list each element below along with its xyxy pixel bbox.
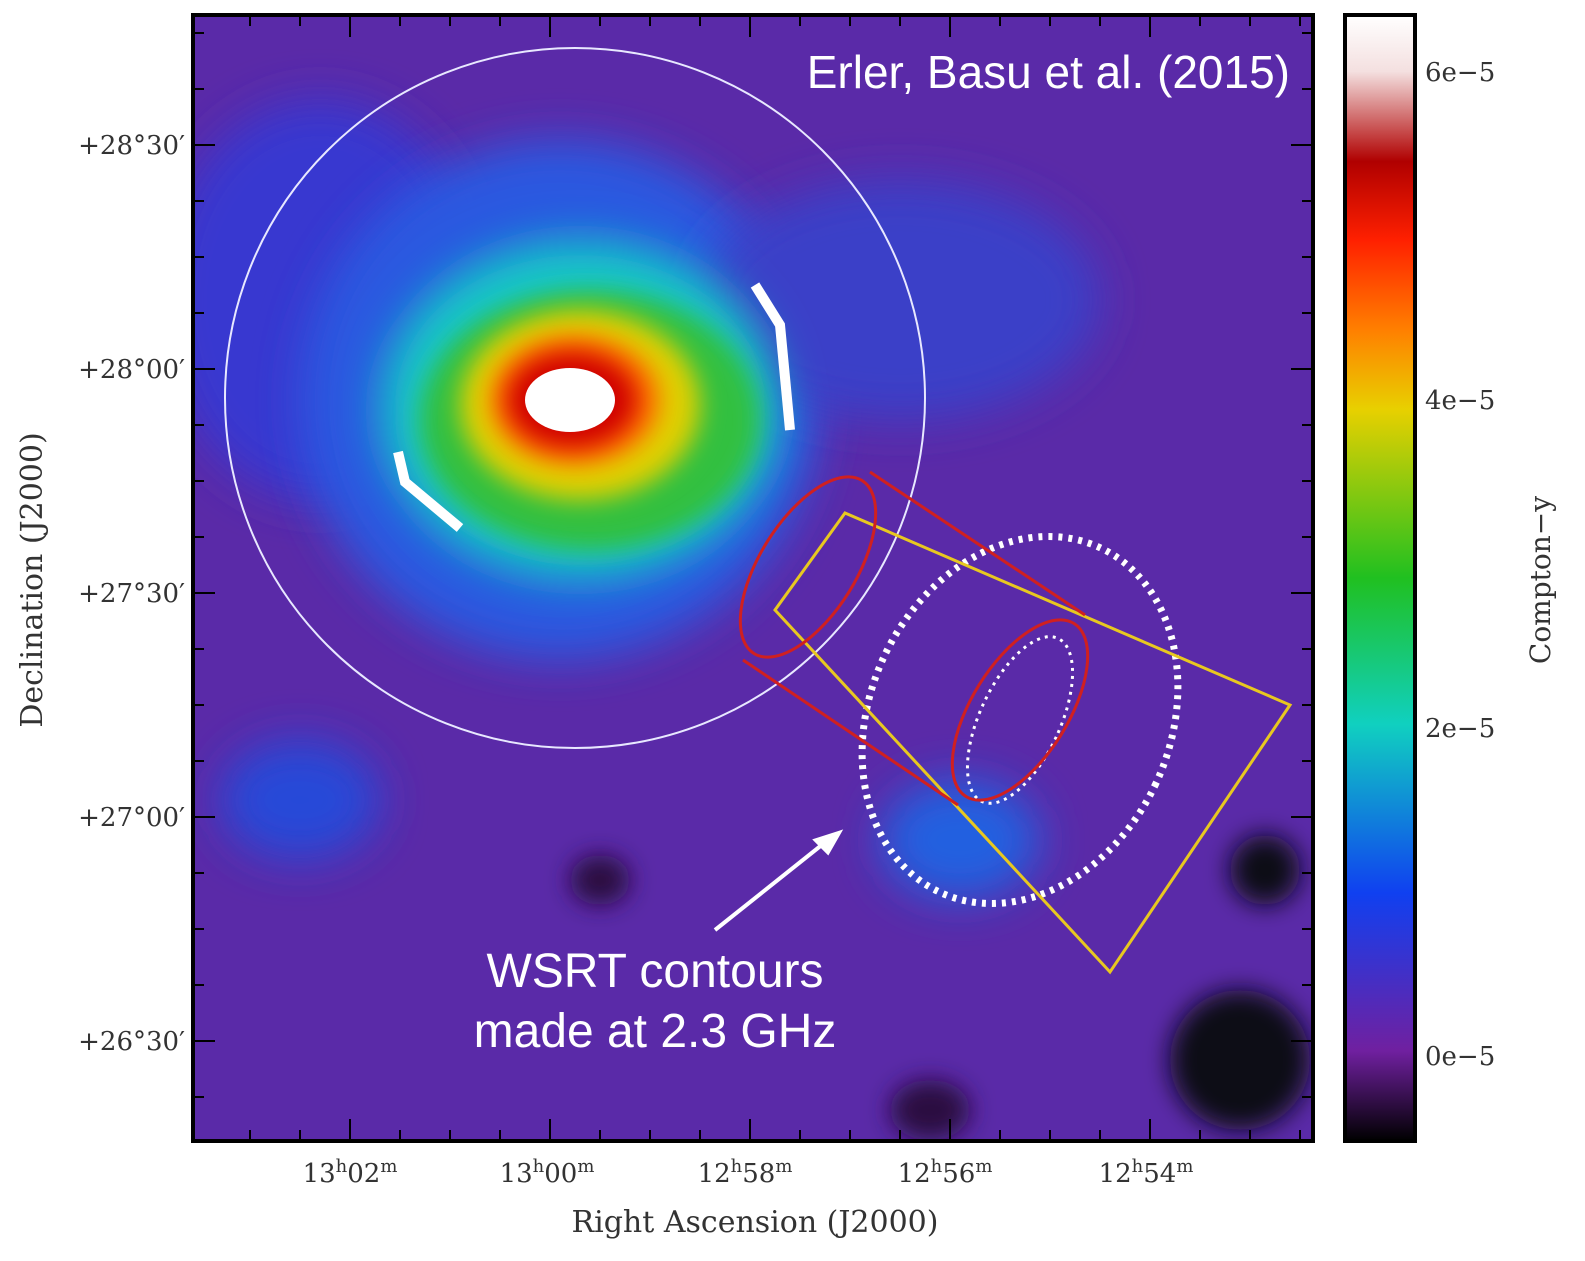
y-tick-label: +26°30′ (78, 1027, 185, 1057)
colorbar-tick-label: 4e−5 (1425, 386, 1495, 416)
x-tick-label: 12h54m (1099, 1156, 1194, 1190)
x-tick-part: 12 (698, 1159, 731, 1189)
x-tick-label: 12h56m (898, 1156, 993, 1190)
x-tick-part: m (975, 1156, 992, 1177)
title: Erler, Basu et al. (2015) (807, 46, 1290, 98)
colorbar (1345, 15, 1415, 1141)
x-tick-part: 13 (303, 1159, 336, 1189)
x-tick-part: h (931, 1156, 943, 1177)
x-tick-part: 56 (942, 1159, 975, 1189)
y-tick-label: +28°00′ (78, 355, 185, 385)
x-tick-part: 12 (1099, 1159, 1132, 1189)
x-tick-part: m (577, 1156, 594, 1177)
colorbar-label: Compton−y (1524, 496, 1557, 664)
x-axis-label: Right Ascension (J2000) (572, 1205, 939, 1240)
x-tick-part: 00 (544, 1159, 577, 1189)
x-tick-part: 58 (742, 1159, 775, 1189)
x-tick-part: 12 (898, 1159, 931, 1189)
x-tick-part: m (775, 1156, 792, 1177)
annotation: made at 2.3 GHz (474, 1005, 837, 1058)
y-tick-label: +28°30′ (78, 131, 185, 161)
figure: Erler, Basu et al. (2015) WSRT contours … (0, 0, 1585, 1261)
x-tick-part: h (336, 1156, 348, 1177)
colorbar-tick-label: 2e−5 (1425, 714, 1495, 744)
colorbar-tick-label: 0e−5 (1425, 1042, 1495, 1072)
y-tick-label: +27°00′ (78, 803, 185, 833)
x-tick-label: 12h58m (698, 1156, 793, 1190)
y-tick-label: +27°30′ (78, 579, 185, 609)
x-tick-part: m (1176, 1156, 1193, 1177)
x-tick-part: 54 (1143, 1159, 1176, 1189)
annotation: WSRT contours (486, 945, 823, 998)
x-tick-part: 13 (500, 1159, 533, 1189)
x-tick-part: h (533, 1156, 545, 1177)
y-axis-label: Declination (J2000) (15, 432, 50, 727)
colorbar-tick-label: 6e−5 (1425, 58, 1495, 88)
x-tick-part: h (731, 1156, 743, 1177)
x-tick-part: 02 (347, 1159, 380, 1189)
x-tick-label: 13h00m (500, 1156, 595, 1190)
x-tick-part: h (1132, 1156, 1144, 1177)
x-tick-label: 13h02m (303, 1156, 398, 1190)
x-tick-part: m (380, 1156, 397, 1177)
